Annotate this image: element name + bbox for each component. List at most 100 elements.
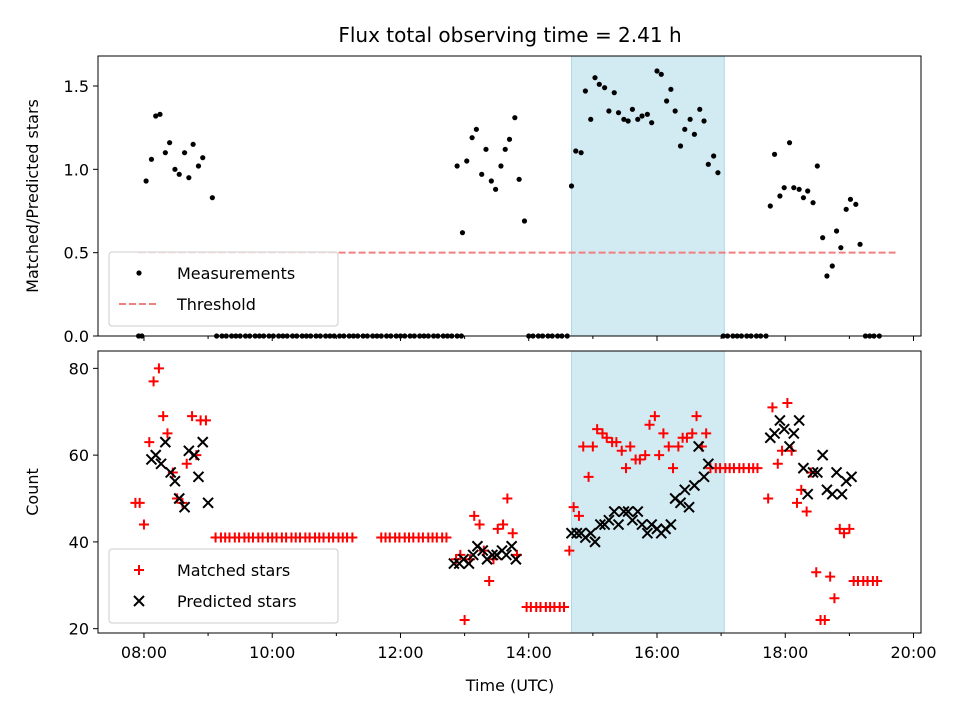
data-point: [654, 450, 665, 461]
data-point: [192, 471, 205, 483]
data-point: [573, 510, 584, 521]
legend-marker: [134, 565, 144, 575]
y-tick-label: 20: [69, 620, 89, 639]
data-point: [668, 86, 674, 92]
x-tick-label: 16:00: [634, 643, 680, 662]
data-point: [484, 575, 495, 586]
data-point: [618, 505, 630, 518]
data-point: [844, 523, 855, 534]
data-point: [498, 163, 504, 169]
legend-box: [108, 548, 339, 624]
data-point: [763, 493, 774, 504]
data-point: [715, 170, 721, 176]
data-point: [583, 471, 594, 482]
data-point: [615, 110, 622, 116]
data-point: [507, 528, 518, 539]
legend-label: Matched stars: [177, 561, 290, 580]
data-point: [188, 449, 200, 461]
data-point: [800, 195, 807, 201]
data-point: [564, 545, 575, 556]
x-tick-label: 14:00: [506, 643, 552, 662]
legend-label: Measurements: [177, 264, 295, 283]
data-point: [173, 492, 185, 505]
data-point: [826, 488, 838, 500]
data-point: [654, 68, 660, 74]
highlight-span: [570, 55, 725, 337]
data-point: [612, 518, 625, 531]
data-point: [169, 475, 181, 487]
data-point: [838, 245, 844, 251]
data-point: [668, 463, 679, 474]
data-point: [506, 136, 513, 142]
data-point: [768, 427, 781, 440]
highlight-span: [570, 350, 725, 634]
y-tick-label: 0.5: [64, 244, 89, 263]
data-point: [830, 466, 843, 479]
data-point: [805, 188, 811, 194]
data-point: [801, 488, 814, 500]
data-point: [679, 484, 691, 496]
series-x: [145, 414, 858, 570]
data-point: [781, 185, 787, 191]
data-point: [819, 614, 830, 625]
data-point: [833, 228, 840, 234]
data-point: [649, 120, 655, 126]
data-point: [797, 462, 810, 474]
data-point: [469, 135, 475, 141]
data-point: [578, 441, 589, 452]
legend-label: Predicted stars: [177, 592, 297, 611]
y-tick-label: 60: [69, 446, 89, 465]
data-point: [176, 171, 182, 177]
data-point: [573, 148, 579, 154]
data-point: [157, 111, 163, 117]
data-point: [585, 527, 597, 539]
data-point: [697, 106, 703, 112]
panel-0: 0.0 0.5 1.0 1.5 Matched/Predicted stars Measu…: [23, 55, 922, 346]
data-point: [209, 195, 215, 201]
x-tick-label: 08:00: [121, 643, 167, 662]
data-point: [843, 206, 849, 212]
data-point: [606, 108, 612, 114]
data-point: [148, 376, 159, 387]
axes-frame: [97, 55, 922, 337]
data-point: [181, 150, 188, 156]
data-point: [777, 193, 783, 199]
y-tick-label: 0.0: [64, 327, 89, 346]
data-point: [464, 158, 470, 164]
data-point: [621, 116, 627, 122]
legend-marker: [133, 595, 145, 607]
data-point: [516, 176, 522, 182]
data-point: [658, 71, 664, 77]
data-point: [814, 163, 820, 169]
data-point: [701, 118, 707, 124]
data-point: [181, 458, 192, 469]
data-point: [568, 183, 575, 189]
data-point: [603, 514, 615, 526]
data-point: [467, 549, 479, 561]
data-point: [691, 411, 702, 422]
data-point: [138, 519, 149, 530]
data-point: [483, 146, 489, 152]
data-point: [596, 81, 602, 87]
y-axis-label: Count: [23, 468, 42, 516]
data-point: [824, 273, 830, 279]
data-point: [635, 116, 641, 122]
data-point: [611, 90, 617, 96]
data-point: [634, 454, 645, 465]
data-point: [479, 171, 485, 177]
data-point: [155, 458, 167, 470]
data-point: [829, 263, 835, 269]
data-point: [488, 178, 494, 184]
panel-1: 20 40 60 80 Count 08:00 10:00 12:00 14:00 16:00 18…: [23, 350, 937, 662]
data-point: [486, 549, 499, 561]
data-point: [625, 118, 631, 124]
data-point: [829, 593, 840, 604]
data-point: [601, 432, 612, 443]
data-point: [202, 497, 214, 509]
x-tick-label: 20:00: [890, 643, 936, 662]
data-point: [594, 518, 607, 531]
data-point: [793, 414, 805, 427]
data-point: [195, 163, 202, 169]
data-point: [682, 126, 688, 132]
